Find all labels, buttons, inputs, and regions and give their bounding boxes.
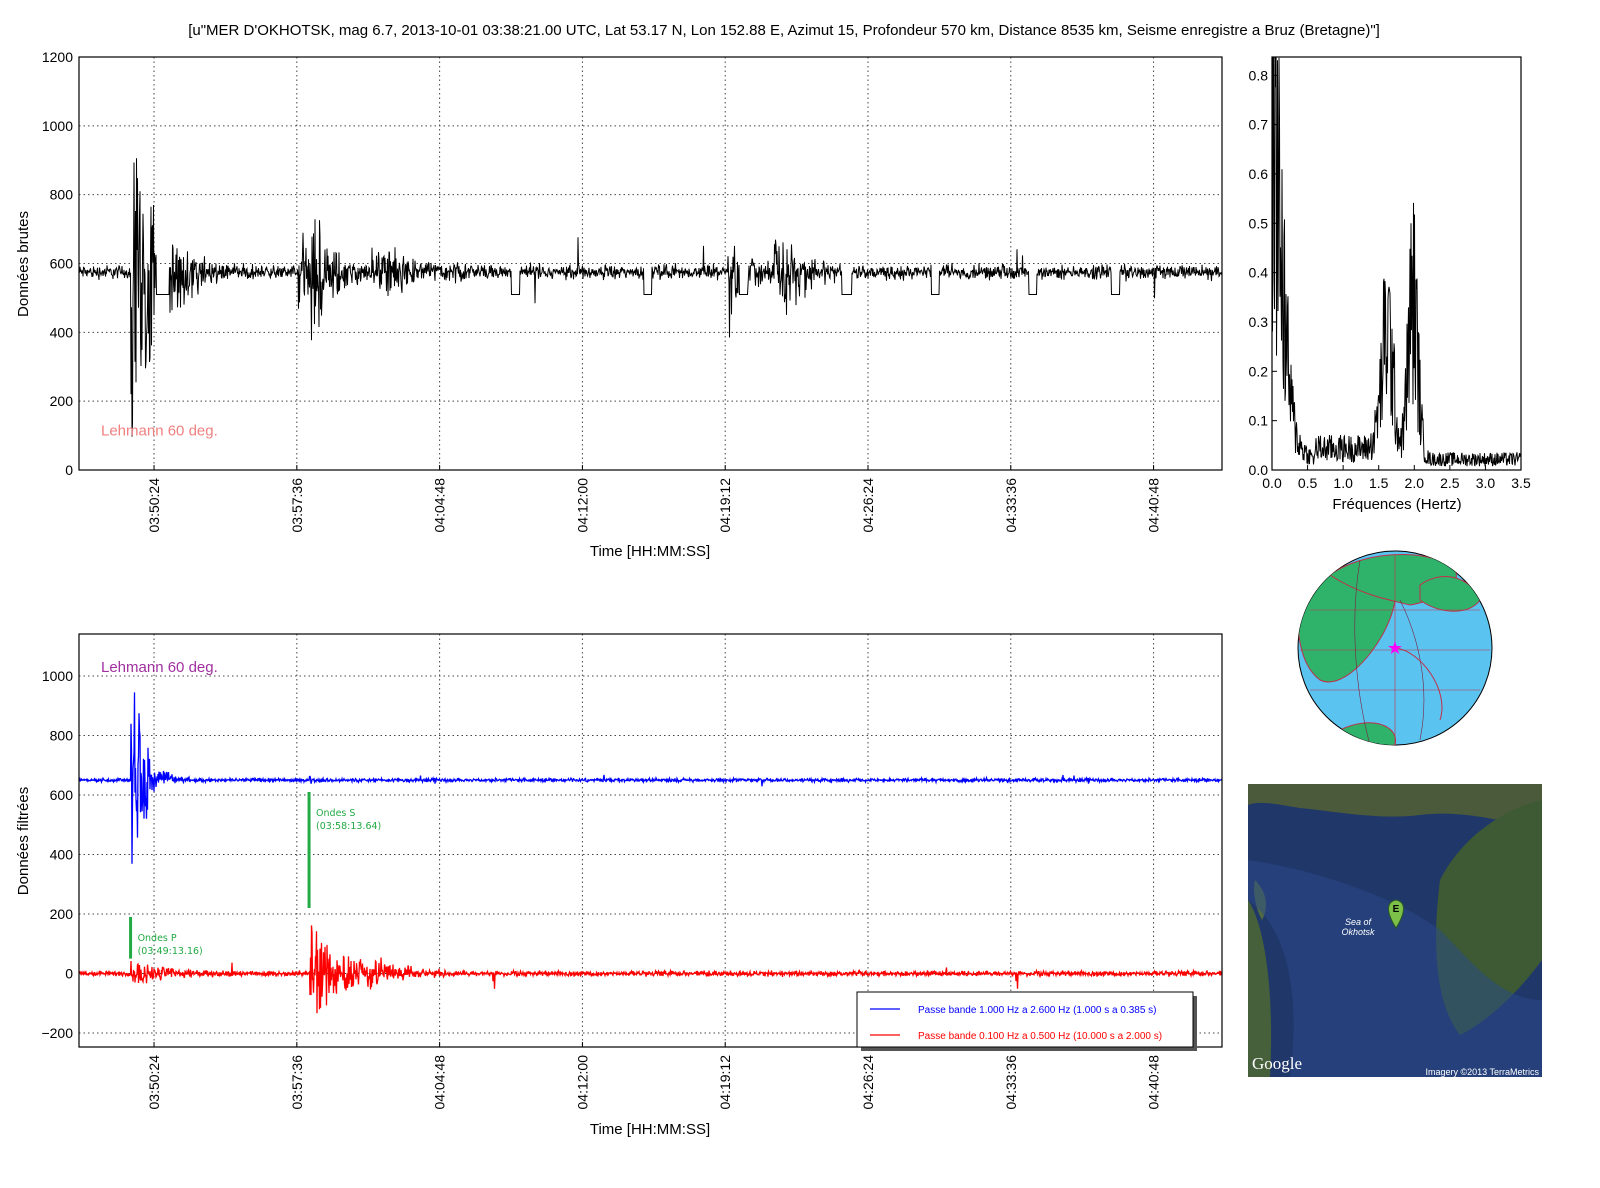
y-tick-label: 0.6 xyxy=(1249,166,1269,182)
y-tick-label: 0.3 xyxy=(1249,314,1269,330)
y-tick-label: 1000 xyxy=(42,118,73,134)
pick-time: (03:49:13.16) xyxy=(138,946,203,957)
map-marker-label: E xyxy=(1393,904,1400,915)
filtered-plot: 03:50:24 03:57:36 04:04:48 04:12:00 04:19:12… xyxy=(15,633,1223,1138)
map-place-label-2: Okhotsk xyxy=(1341,927,1375,937)
pick-label: Ondes S xyxy=(316,808,355,819)
plot-frame xyxy=(78,633,1223,1048)
legend-label: Passe bande 1.000 Hz a 2.600 Hz (1.000 s… xyxy=(918,1005,1157,1016)
y-tick-label: 200 xyxy=(50,393,74,409)
y-tick-label: 0.2 xyxy=(1249,363,1269,379)
x-tick-label: 3.0 xyxy=(1476,475,1496,491)
x-axis-label: Time [HH:MM:SS] xyxy=(590,543,710,560)
y-tick-label: 600 xyxy=(50,787,74,803)
plot-frame xyxy=(78,56,1223,471)
spectrum-line xyxy=(1272,57,1521,467)
x-axis-label: Fréquences (Hertz) xyxy=(1332,496,1461,513)
x-tick-label: 0.5 xyxy=(1298,475,1318,491)
x-tick-label: 04:40:48 xyxy=(1146,1055,1162,1110)
x-tick-label: 2.0 xyxy=(1405,475,1425,491)
y-axis-label: Données filtrées xyxy=(15,787,32,895)
y-tick-label: 0.5 xyxy=(1249,215,1269,231)
x-tick-label: 04:26:24 xyxy=(860,478,876,533)
x-tick-label: 04:19:12 xyxy=(717,1055,733,1110)
satellite-map[interactable]: E Sea of Okhotsk Google Imagery ©2013 Te… xyxy=(1248,784,1542,1077)
x-tick-label: 0.0 xyxy=(1262,475,1282,491)
figure-title: [u"MER D'OKHOTSK, mag 6.7, 2013-10-01 03… xyxy=(188,22,1380,39)
x-tick-label: 2.5 xyxy=(1440,475,1460,491)
y-tick-label: 600 xyxy=(50,256,74,272)
y-tick-label: 400 xyxy=(50,324,74,340)
x-tick-label: 04:26:24 xyxy=(860,1055,876,1110)
y-tick-label: 0.4 xyxy=(1249,265,1269,281)
series-line-passe-bande-0-100-hz-a-0-500-hz-10-000-s-a-2-000-s- xyxy=(79,925,1222,1014)
x-tick-label: 04:12:00 xyxy=(574,478,590,533)
y-tick-label: 0 xyxy=(65,966,73,982)
series-line-passe-bande-1-000-hz-a-2-600-hz-1-000-s-a-0-385-s- xyxy=(79,692,1222,864)
x-tick-label: 04:33:36 xyxy=(1003,1055,1019,1110)
legend-label: Passe bande 0.100 Hz a 0.500 Hz (10.000 … xyxy=(918,1031,1162,1042)
y-tick-label: 800 xyxy=(50,187,74,203)
y-tick-label: 1000 xyxy=(42,668,73,684)
map-marker-icon[interactable] xyxy=(1388,899,1404,929)
x-tick-label: 03:57:36 xyxy=(289,1055,305,1110)
y-tick-label: 800 xyxy=(50,727,74,743)
x-tick-label: 04:19:12 xyxy=(717,478,733,533)
x-tick-label: 1.5 xyxy=(1369,475,1389,491)
spectrum-plot: 0.0 0.5 1.0 1.5 2.0 2.5 3.0 3.5 0.0 0.1 0.2 0.3 0.4 0… xyxy=(1249,56,1531,513)
y-tick-label: 0.8 xyxy=(1249,67,1269,83)
pick-label: Ondes P xyxy=(138,933,177,944)
x-tick-label: 04:04:48 xyxy=(432,478,448,533)
epicenter-star-icon: ★ xyxy=(1387,638,1403,658)
y-axis-label: Données brutes xyxy=(15,211,32,317)
y-tick-label: 0 xyxy=(65,462,73,478)
lehmann-annotation: Lehmann 60 deg. xyxy=(101,659,218,676)
series-line-raw xyxy=(79,158,1222,437)
google-logo: Google xyxy=(1252,1054,1302,1073)
x-tick-label: 03:50:24 xyxy=(146,1055,162,1110)
map-place-label: Sea of xyxy=(1345,917,1373,927)
plot-frame xyxy=(1271,56,1522,471)
lehmann-annotation: Lehmann 60 deg. xyxy=(101,422,218,439)
x-tick-label: 04:33:36 xyxy=(1003,478,1019,533)
legend-box xyxy=(856,991,1194,1048)
y-tick-label: 200 xyxy=(50,906,74,922)
y-tick-label: 0.0 xyxy=(1249,462,1269,478)
legend: Passe bande 1.000 Hz a 2.600 Hz (1.000 s… xyxy=(856,991,1197,1051)
x-tick-label: 03:57:36 xyxy=(289,478,305,533)
globe-map: ★ xyxy=(1297,550,1493,746)
x-tick-label: 3.5 xyxy=(1511,475,1531,491)
y-tick-label: 1200 xyxy=(42,49,73,65)
x-tick-label: 04:04:48 xyxy=(432,1055,448,1110)
x-tick-label: 03:50:24 xyxy=(146,478,162,533)
y-tick-label: 0.7 xyxy=(1249,117,1269,133)
y-tick-label: 400 xyxy=(50,846,74,862)
x-axis-label: Time [HH:MM:SS] xyxy=(590,1121,710,1138)
raw-plot: 03:50:24 03:57:36 04:04:48 04:12:00 04:19:12… xyxy=(15,49,1223,560)
x-tick-label: 04:40:48 xyxy=(1146,478,1162,533)
pick-time: (03:58:13.64) xyxy=(316,821,381,832)
y-tick-label: 0.1 xyxy=(1249,413,1269,429)
x-tick-label: 04:12:00 xyxy=(574,1055,590,1110)
x-tick-label: 1.0 xyxy=(1333,475,1353,491)
y-tick-label: −200 xyxy=(41,1025,73,1041)
map-credit: Imagery ©2013 TerraMetrics xyxy=(1425,1067,1539,1077)
